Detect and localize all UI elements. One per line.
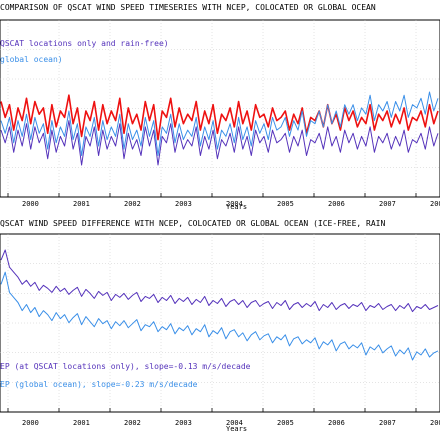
top-series-line-1 bbox=[0, 120, 439, 166]
top-legend-blue: global ocean) bbox=[0, 55, 63, 64]
top-x-tick-labels: 2000 2001 2002 2003 2004 2005 2006 2007 2008 bbox=[22, 200, 440, 208]
x-tick-label: 2001 bbox=[73, 419, 90, 427]
x-tick-label: 2001 bbox=[73, 200, 90, 208]
x-tick-label: 2000 bbox=[22, 419, 39, 427]
x-tick-label: 2007 bbox=[379, 200, 396, 208]
top-series-line-0 bbox=[0, 94, 439, 141]
x-tick-label: 2003 bbox=[175, 419, 192, 427]
x-tick-label: 2007 bbox=[379, 419, 396, 427]
top-series-layer bbox=[0, 91, 439, 166]
top-series-line-2 bbox=[0, 91, 439, 156]
x-tick-label: 2004 bbox=[226, 419, 243, 427]
x-tick-label: 2006 bbox=[328, 200, 345, 208]
x-tick-label: 2004 bbox=[226, 200, 243, 208]
bottom-series-layer bbox=[0, 249, 439, 361]
x-tick-label: 2008 bbox=[430, 200, 440, 208]
x-tick-label: 2006 bbox=[328, 419, 345, 427]
bottom-panel-title: QSCAT WIND SPEED DIFFERENCE WITH NCEP, C… bbox=[0, 219, 385, 228]
bottom-series-line-0 bbox=[0, 249, 439, 313]
x-tick-label: 2003 bbox=[175, 200, 192, 208]
top-xlabel: Years bbox=[226, 203, 247, 211]
bottom-legend-blue: EP (global ocean), slope=-0.23 m/s/decad… bbox=[0, 380, 198, 389]
top-plot-frame bbox=[0, 19, 440, 198]
bottom-panel: QSCAT WIND SPEED DIFFERENCE WITH NCEP, C… bbox=[0, 219, 440, 433]
x-tick-label: 2005 bbox=[277, 419, 294, 427]
bottom-series-line-1 bbox=[0, 271, 439, 361]
x-tick-label: 2005 bbox=[277, 200, 294, 208]
top-legend-purple: QSCAT locations only and rain-free) bbox=[0, 39, 169, 48]
x-tick-label: 2008 bbox=[430, 419, 440, 427]
x-tick-label: 2000 bbox=[22, 200, 39, 208]
bottom-plot-frame bbox=[0, 233, 440, 413]
x-tick-label: 2002 bbox=[124, 419, 141, 427]
bottom-legend-purple: EP (at QSCAT locations only), slope=-0.1… bbox=[0, 362, 251, 371]
bottom-x-tick-labels: 2000 2001 2002 2003 2004 2005 2006 2007 2008 bbox=[22, 419, 440, 427]
top-panel: COMPARISON OF QSCAT WIND SPEED TIMESERIE… bbox=[0, 3, 440, 211]
bottom-xlabel: Years bbox=[226, 425, 247, 433]
top-panel-title: COMPARISON OF QSCAT WIND SPEED TIMESERIE… bbox=[0, 3, 376, 12]
x-tick-label: 2002 bbox=[124, 200, 141, 208]
